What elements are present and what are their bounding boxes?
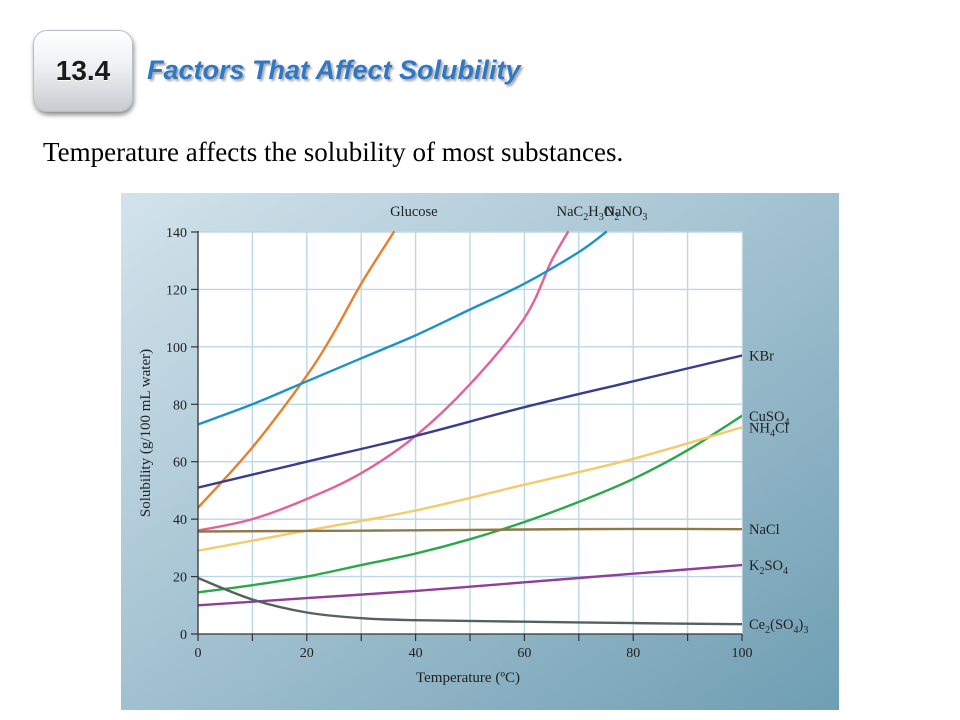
series-label-ce2-so4-3: Ce2(SO4)3 [749, 617, 808, 636]
chart-series [198, 230, 742, 626]
series-line-cuso4 [198, 414, 742, 594]
series-line-kbr [198, 354, 742, 489]
x-tick-label: 0 [195, 646, 202, 661]
series-line-nac2h3o2 [198, 230, 570, 532]
x-tick-label: 40 [409, 646, 423, 661]
y-tick-label: 100 [166, 341, 187, 356]
x-tick-label: 60 [517, 646, 531, 661]
series-line-k2so4 [198, 563, 742, 607]
chart-axes: 0 20 40 60 80 100 0 20 40 60 80 100 120 140 [166, 226, 753, 661]
y-tick-label: 20 [173, 571, 187, 586]
x-tick-label: 80 [626, 646, 640, 661]
y-axis-label: Solubility (g/100 mL water) [138, 349, 154, 517]
solubility-chart: 0 20 40 60 80 100 0 20 40 60 80 100 120 140 Glucose Na… [121, 193, 839, 710]
series-label-nac2h3o2: NaC2H3O2 [557, 204, 620, 223]
series-label-nacl: NaCl [749, 522, 780, 538]
series-label-cuso4: CuSO4 [749, 409, 789, 428]
slide-subtitle: Temperature affects the solubility of mo… [43, 137, 624, 167]
y-tick-label: 0 [180, 628, 187, 643]
y-tick-label: 60 [173, 456, 187, 471]
chart-grid [198, 231, 742, 634]
y-tick-label: 120 [166, 283, 187, 298]
series-label-nano3: NaNO3 [605, 204, 648, 223]
y-tick-label: 80 [173, 398, 187, 413]
series-line-nh4cl [198, 426, 742, 552]
x-tick-label: 100 [732, 646, 753, 661]
slide-title: Factors That Affect Solubility [147, 55, 521, 85]
y-tick-label: 40 [173, 513, 187, 528]
y-tick-label: 140 [166, 226, 187, 241]
series-label-k2so4: K2SO4 [749, 558, 788, 577]
series-line-glucose [198, 230, 395, 509]
series-line-nano3 [198, 230, 608, 426]
series-line-ce2-so4-3 [198, 576, 742, 626]
series-label-glucose: Glucose [390, 204, 438, 220]
series-line-nacl [198, 527, 742, 533]
x-tick-label: 20 [300, 646, 314, 661]
x-axis-label: Temperature (ºC) [416, 670, 520, 686]
solubility-chart-panel: 0 20 40 60 80 100 0 20 40 60 80 100 120 140 Glucose Na… [121, 193, 839, 710]
section-number-badge: 13.4 [33, 30, 133, 112]
series-label-nh4cl: NH4Cl [749, 420, 789, 439]
series-label-kbr: KBr [749, 348, 774, 364]
